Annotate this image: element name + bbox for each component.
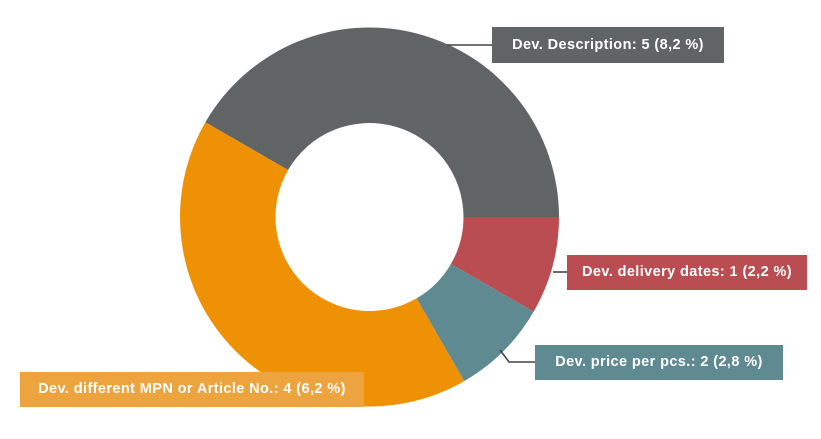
label-delivery-dates: Dev. delivery dates: 1 (2,2 %) — [567, 255, 807, 290]
slice-dev-delivery-dates — [450, 217, 559, 312]
label-different-mpn: Dev. different MPN or Article No.: 4 (6,… — [20, 372, 364, 407]
label-price-per-pcs: Dev. price per pcs.: 2 (2,8 %) — [535, 345, 783, 380]
leader-line-price — [499, 349, 535, 363]
slice-dev-description — [205, 27, 559, 217]
label-description: Dev. Description: 5 (8,2 %) — [492, 27, 724, 63]
leader-lines — [447, 44, 567, 363]
donut-slices — [179, 27, 559, 407]
slice-dev-different-mpn-or-article-no — [179, 122, 465, 407]
slice-dev-price-per-pcs — [416, 264, 534, 382]
